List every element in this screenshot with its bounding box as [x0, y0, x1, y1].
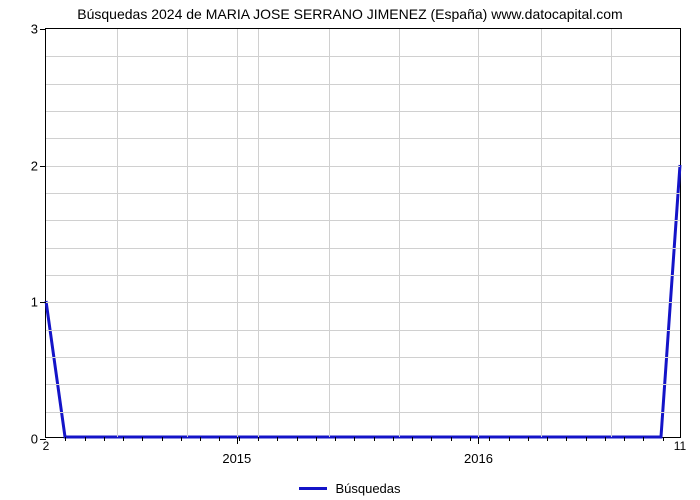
xtick-minor: [277, 437, 278, 441]
xtick-minor: [85, 437, 86, 441]
xtick-minor: [528, 437, 529, 441]
xtick-minor: [142, 437, 143, 441]
gridline-v-minor: [611, 29, 612, 437]
gridline-v-minor: [258, 29, 259, 437]
gridline-v-minor: [117, 29, 118, 437]
gridline-h-minor: [46, 193, 680, 194]
legend-label: Búsquedas: [335, 481, 400, 496]
xtick-minor: [104, 437, 105, 441]
gridline-h: [46, 302, 680, 303]
gridline-h-minor: [46, 220, 680, 221]
ytick: [40, 166, 46, 167]
gridline-v: [478, 29, 479, 437]
gridline-h-minor: [46, 84, 680, 85]
xtick-minor: [374, 437, 375, 441]
gridline-h-minor: [46, 330, 680, 331]
ytick: [40, 302, 46, 303]
gridline-v-minor: [541, 29, 542, 437]
xtick-minor: [431, 437, 432, 441]
xtick-minor: [566, 437, 567, 441]
data-line: [46, 29, 680, 437]
xtick-minor: [354, 437, 355, 441]
x-edge-right: 11: [674, 437, 686, 453]
xtick-minor: [643, 437, 644, 441]
xtick-minor: [181, 437, 182, 441]
xtick-minor: [335, 437, 336, 441]
legend-swatch: [299, 487, 327, 490]
xtick-minor: [624, 437, 625, 441]
gridline-v-minor: [329, 29, 330, 437]
xtick-minor: [586, 437, 587, 441]
xtick-minor: [297, 437, 298, 441]
chart-title: Búsquedas 2024 de MARIA JOSE SERRANO JIM…: [0, 6, 700, 22]
xtick-minor: [547, 437, 548, 441]
xtick-minor: [663, 437, 664, 441]
xtick-minor: [200, 437, 201, 441]
ytick: [40, 29, 46, 30]
xtick-minor: [123, 437, 124, 441]
xtick-minor: [258, 437, 259, 441]
xtick-label: 2016: [464, 437, 493, 466]
ytick: [40, 439, 46, 440]
gridline-h-minor: [46, 248, 680, 249]
xtick-minor: [605, 437, 606, 441]
xtick-minor: [393, 437, 394, 441]
xtick-minor: [219, 437, 220, 441]
gridline-h-minor: [46, 357, 680, 358]
xtick-minor: [162, 437, 163, 441]
gridline-h-minor: [46, 275, 680, 276]
gridline-h-minor: [46, 412, 680, 413]
plot-area: 2 11 012320152016: [45, 28, 681, 438]
xtick-label: 2015: [222, 437, 251, 466]
xtick-minor: [65, 437, 66, 441]
gridline-h-minor: [46, 138, 680, 139]
gridline-v-minor: [187, 29, 188, 437]
xtick-minor: [412, 437, 413, 441]
xtick-minor: [316, 437, 317, 441]
gridline-h: [46, 166, 680, 167]
gridline-h-minor: [46, 56, 680, 57]
gridline-h-minor: [46, 111, 680, 112]
gridline-v-minor: [399, 29, 400, 437]
xtick-minor: [509, 437, 510, 441]
gridline-h-minor: [46, 384, 680, 385]
gridline-v: [237, 29, 238, 437]
legend: Búsquedas: [0, 481, 700, 496]
xtick-minor: [451, 437, 452, 441]
